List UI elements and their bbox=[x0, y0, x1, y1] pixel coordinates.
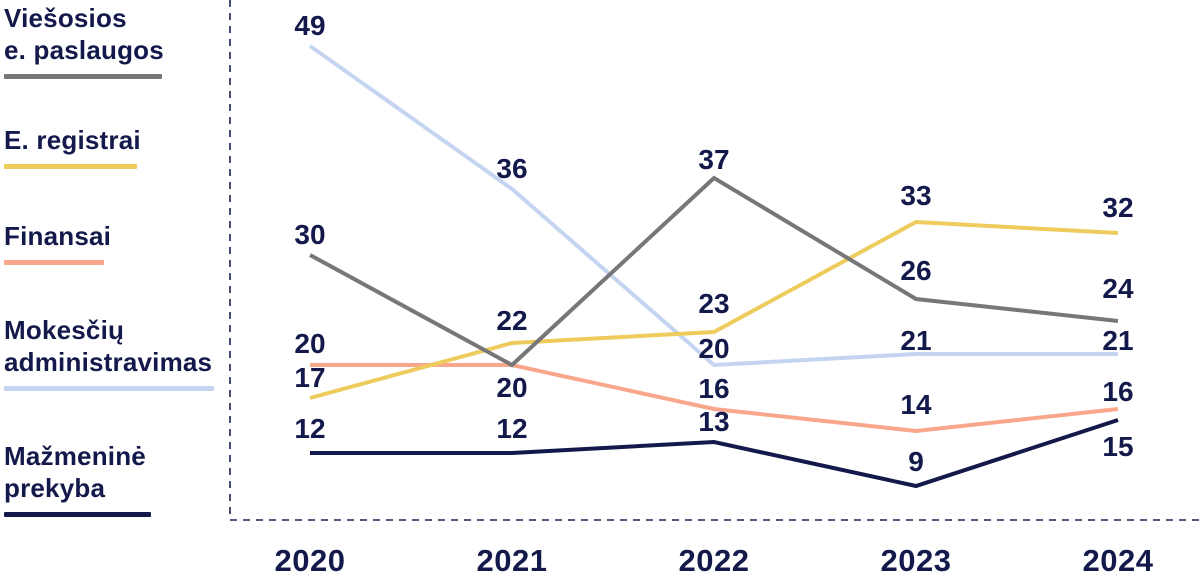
series-line-2 bbox=[309, 219, 1119, 400]
legend-swatch bbox=[4, 512, 151, 517]
data-label: 22 bbox=[496, 305, 527, 336]
legend-item-mokesciu-administravimas: Mokesčių administravimas bbox=[4, 314, 214, 391]
data-label: 14 bbox=[900, 389, 932, 420]
data-label: 21 bbox=[900, 325, 931, 356]
data-label: 17 bbox=[294, 362, 325, 393]
legend-label: E. registrai bbox=[4, 125, 141, 155]
data-label: 20 bbox=[294, 328, 325, 359]
data-label: 37 bbox=[698, 144, 729, 175]
legend-swatch bbox=[4, 386, 214, 391]
x-axis-label: 2023 bbox=[881, 543, 952, 576]
x-axis-label: 2024 bbox=[1083, 543, 1154, 576]
legend-item-mazmenine-prekyba: Mažmeninė prekyba bbox=[4, 440, 151, 517]
chart-legend: Viešosios e. paslaugos E. registrai Fina… bbox=[4, 0, 226, 576]
legend-label: prekyba bbox=[4, 473, 106, 503]
data-label: 24 bbox=[1102, 273, 1134, 304]
legend-item-e-registrai: E. registrai bbox=[4, 124, 141, 169]
data-label: 16 bbox=[1102, 376, 1133, 407]
legend-label: Mažmeninė bbox=[4, 441, 146, 471]
legend-label: e. paslaugos bbox=[4, 35, 164, 65]
data-label: 33 bbox=[900, 180, 931, 211]
data-label: 49 bbox=[294, 10, 325, 41]
data-label: 20 bbox=[698, 333, 729, 364]
legend-label: Finansai bbox=[4, 221, 112, 251]
data-label: 16 bbox=[698, 373, 729, 404]
data-label: 12 bbox=[294, 413, 325, 444]
data-label: 23 bbox=[698, 288, 729, 319]
legend-label: Viešosios bbox=[4, 3, 127, 33]
data-label: 20 bbox=[496, 372, 527, 403]
legend-swatch bbox=[4, 164, 137, 169]
legend-swatch bbox=[4, 74, 162, 79]
legend-label: administravimas bbox=[4, 347, 213, 377]
legend-swatch bbox=[4, 260, 104, 265]
data-label: 36 bbox=[496, 153, 527, 184]
x-axis-label: 2022 bbox=[679, 543, 750, 576]
legend-label: Mokesčių bbox=[4, 315, 125, 345]
data-label: 21 bbox=[1102, 325, 1133, 356]
data-label: 30 bbox=[294, 219, 325, 250]
data-label: 12 bbox=[496, 413, 527, 444]
data-label: 9 bbox=[908, 446, 924, 477]
x-axis-label: 2020 bbox=[275, 543, 346, 576]
data-label: 13 bbox=[698, 406, 729, 437]
series-line-5 bbox=[310, 418, 1119, 489]
x-axis-label: 2021 bbox=[477, 543, 548, 576]
data-label: 32 bbox=[1102, 192, 1133, 223]
series-line-3 bbox=[310, 363, 1119, 434]
data-label: 15 bbox=[1102, 431, 1133, 462]
series-line-1 bbox=[309, 175, 1119, 368]
data-label: 26 bbox=[900, 255, 931, 286]
legend-item-finansai: Finansai bbox=[4, 220, 111, 265]
legend-item-viesosios-e-paslaugos: Viešosios e. paslaugos bbox=[4, 2, 164, 79]
series-line-4 bbox=[308, 44, 1118, 368]
